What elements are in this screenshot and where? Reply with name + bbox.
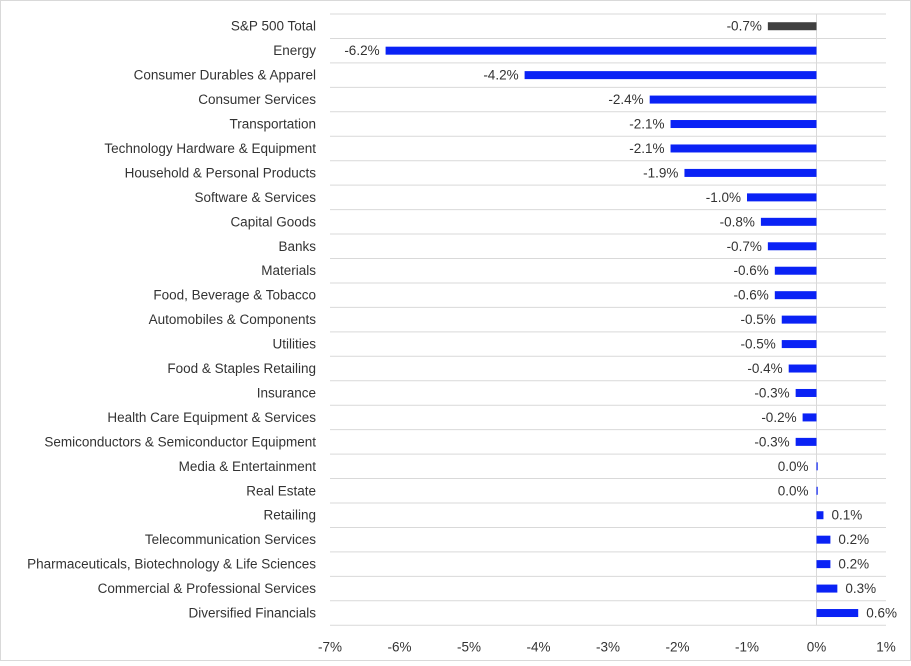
category-label: Consumer Durables & Apparel: [134, 68, 316, 83]
category-label: Insurance: [257, 385, 316, 400]
category-label: Software & Services: [194, 190, 316, 205]
bar: [670, 120, 817, 129]
bar: [747, 193, 817, 202]
bar: [802, 413, 817, 422]
value-label: 0.0%: [778, 483, 809, 498]
bar: [795, 388, 817, 397]
value-label: -0.2%: [761, 410, 796, 425]
bar: [788, 364, 817, 373]
value-label: -4.2%: [483, 68, 518, 83]
category-label: Commercial & Professional Services: [98, 581, 317, 596]
category-label: Household & Personal Products: [125, 165, 317, 180]
bar: [781, 340, 817, 349]
value-label: -0.3%: [754, 385, 789, 400]
bar: [649, 95, 817, 104]
bar: [816, 535, 831, 544]
value-label: 0.2%: [838, 557, 869, 572]
x-tick-label: 1%: [876, 639, 896, 654]
bar: [670, 144, 817, 153]
value-label: 0.1%: [831, 508, 862, 523]
value-label: -0.5%: [740, 312, 775, 327]
category-label: Utilities: [272, 337, 316, 352]
category-label: Real Estate: [246, 483, 316, 498]
bar: [774, 266, 817, 275]
value-label: 0.6%: [866, 606, 897, 621]
x-tick-label: -7%: [318, 639, 342, 654]
x-tick-label: 0%: [807, 639, 827, 654]
bar: [816, 609, 859, 618]
x-tick-label: -1%: [735, 639, 759, 654]
value-label: -0.6%: [734, 288, 769, 303]
value-label: -0.3%: [754, 434, 789, 449]
x-tick-label: -3%: [596, 639, 620, 654]
category-label: Automobiles & Components: [149, 312, 317, 327]
value-label: -2.4%: [608, 92, 643, 107]
category-label: Food, Beverage & Tobacco: [153, 288, 316, 303]
value-label: -1.0%: [706, 190, 741, 205]
bar: [774, 291, 817, 300]
category-label: Retailing: [263, 508, 316, 523]
bar: [524, 71, 817, 80]
value-label: -0.5%: [740, 337, 775, 352]
value-label: -2.1%: [629, 117, 664, 132]
category-label: Energy: [273, 43, 316, 58]
bar: [816, 462, 818, 471]
x-tick-label: -5%: [457, 639, 481, 654]
category-label: Telecommunication Services: [145, 532, 316, 547]
value-label: -6.2%: [344, 43, 379, 58]
value-label: -0.4%: [747, 361, 782, 376]
category-label: Semiconductors & Semiconductor Equipment: [44, 434, 316, 449]
x-tick-label: -2%: [665, 639, 689, 654]
category-label: S&P 500 Total: [231, 19, 316, 34]
bar: [816, 560, 831, 569]
bar: [816, 486, 818, 495]
value-label: -0.7%: [727, 239, 762, 254]
category-label: Media & Entertainment: [179, 459, 317, 474]
value-label: -0.6%: [734, 263, 769, 278]
bar: [781, 315, 817, 324]
category-label: Diversified Financials: [188, 606, 316, 621]
bar: [767, 242, 817, 251]
x-tick-label: -6%: [387, 639, 411, 654]
bar: [816, 584, 838, 593]
bar: [385, 46, 817, 55]
category-label: Transportation: [229, 117, 316, 132]
bar: [760, 217, 817, 226]
bar: [816, 511, 824, 520]
category-label: Materials: [261, 263, 316, 278]
category-label: Health Care Equipment & Services: [107, 410, 316, 425]
category-label: Capital Goods: [230, 214, 316, 229]
x-tick-label: -4%: [526, 639, 550, 654]
value-label: -2.1%: [629, 141, 664, 156]
category-label: Technology Hardware & Equipment: [104, 141, 316, 156]
bar: [795, 437, 817, 446]
category-label: Pharmaceuticals, Biotechnology & Life Sc…: [27, 557, 316, 572]
value-label: 0.0%: [778, 459, 809, 474]
bar: [684, 168, 817, 177]
bar: [767, 22, 817, 31]
category-label: Consumer Services: [198, 92, 316, 107]
value-label: -0.8%: [720, 214, 755, 229]
value-label: 0.3%: [845, 581, 876, 596]
value-label: -1.9%: [643, 165, 678, 180]
category-label: Banks: [278, 239, 316, 254]
category-label: Food & Staples Retailing: [167, 361, 316, 376]
value-label: -0.7%: [727, 19, 762, 34]
value-label: 0.2%: [838, 532, 869, 547]
